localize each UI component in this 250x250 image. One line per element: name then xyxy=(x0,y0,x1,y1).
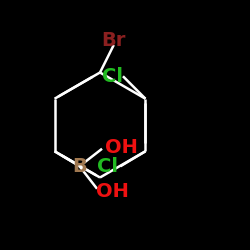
Text: OH: OH xyxy=(96,182,129,201)
Text: Br: Br xyxy=(102,30,126,50)
Text: Cl: Cl xyxy=(102,67,124,86)
Text: OH: OH xyxy=(104,138,138,157)
Text: Cl: Cl xyxy=(98,157,118,176)
Text: B: B xyxy=(72,157,87,176)
